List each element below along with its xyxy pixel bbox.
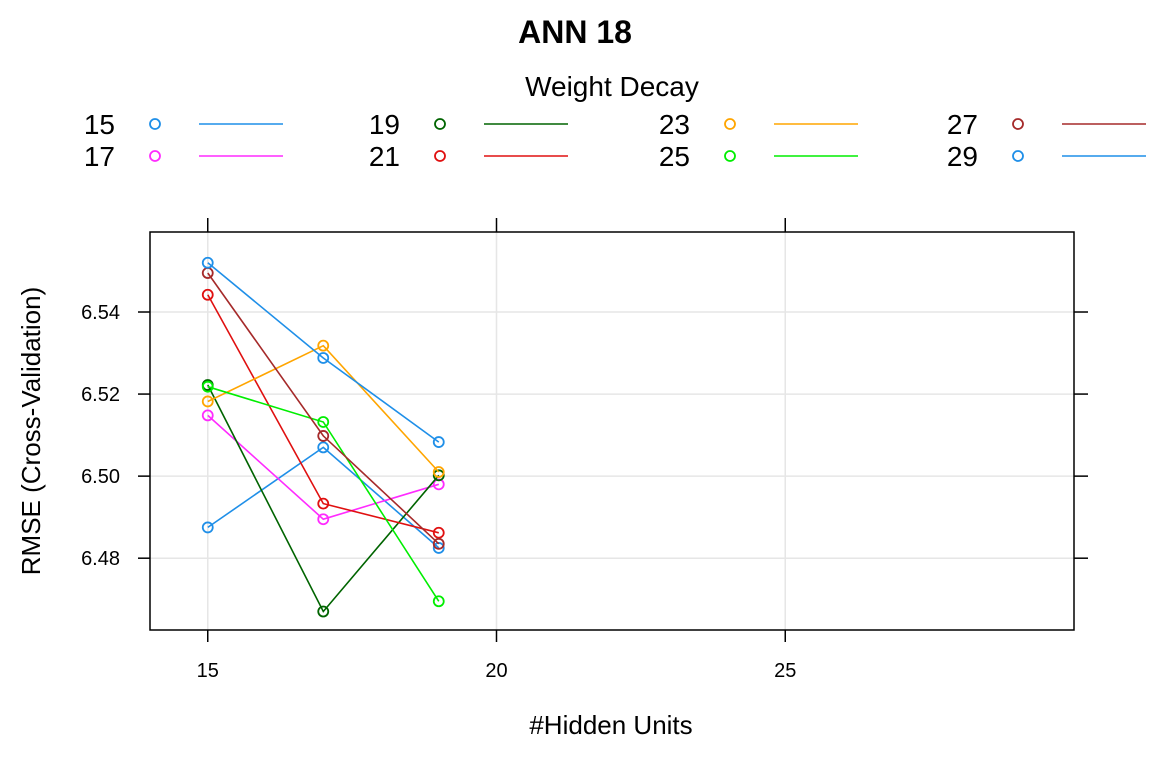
data-point (201, 256, 214, 269)
data-point (201, 409, 214, 422)
x-tick-label: 20 (485, 660, 507, 682)
legend-label: 19 (369, 109, 400, 140)
data-point (201, 395, 214, 408)
legend-marker (149, 118, 161, 130)
data-point (317, 513, 330, 526)
data-point (317, 339, 330, 352)
data-point (432, 526, 445, 539)
series-25 (201, 380, 445, 608)
y-axis-label: RMSE (Cross-Validation) (16, 287, 46, 575)
legend-label: 25 (659, 141, 690, 172)
y-tick-label: 6.50 (81, 466, 120, 488)
legend-item: 21 (369, 141, 568, 172)
series-line (207, 414, 440, 521)
data-point (432, 469, 445, 482)
series-29 (201, 256, 445, 448)
legend-marker (434, 150, 446, 162)
series-line (207, 272, 440, 545)
legend-item: 25 (659, 141, 858, 172)
data-point (432, 478, 445, 491)
data-point (432, 537, 445, 550)
legend-label: 17 (84, 141, 115, 172)
gridlines (150, 232, 1074, 630)
legend-marker (149, 150, 161, 162)
axis-ticks: 15 20 25 6.48 6.50 6.52 6.54 (81, 218, 1088, 682)
legend-marker (1012, 118, 1024, 130)
y-tick-label: 6.54 (81, 302, 120, 324)
legend-item: 17 (84, 141, 283, 172)
x-axis-label: #Hidden Units (529, 710, 692, 740)
series-line (207, 385, 440, 602)
legend-item: 29 (947, 141, 1146, 172)
legend-item: 27 (947, 109, 1146, 140)
legend-item: 15 (84, 109, 283, 140)
data-point (201, 288, 214, 301)
data-point (317, 441, 330, 454)
legend-marker (724, 118, 736, 130)
chart-title: ANN 18 (518, 14, 632, 50)
legend-marker (434, 118, 446, 130)
data-point (432, 436, 445, 448)
legend-label: 29 (947, 141, 978, 172)
series-line (207, 294, 439, 534)
x-tick-label: 25 (774, 660, 796, 682)
data-point (432, 595, 445, 608)
series-line (207, 344, 440, 473)
data-point (432, 466, 445, 478)
series-15 (201, 441, 445, 554)
data-point (201, 380, 214, 393)
y-tick-label: 6.52 (81, 384, 120, 406)
series-layer (201, 256, 445, 618)
series-line (207, 262, 440, 443)
series-line (207, 384, 440, 613)
x-tick-label: 15 (197, 660, 219, 682)
data-point (317, 416, 330, 428)
y-tick-label: 6.48 (81, 548, 120, 570)
data-point (317, 352, 330, 364)
data-point (201, 521, 214, 534)
legend-title: Weight Decay (525, 71, 699, 102)
legend-label: 23 (659, 109, 690, 140)
legend-label: 27 (947, 109, 978, 140)
series-21 (201, 288, 445, 539)
legend-label: 21 (369, 141, 400, 172)
legend-item: 23 (659, 109, 858, 140)
series-23 (201, 339, 445, 478)
data-point (317, 605, 330, 618)
legend-marker (1012, 150, 1024, 162)
plot-frame (149, 231, 1075, 631)
data-point (317, 430, 330, 442)
legend-item: 19 (369, 109, 568, 140)
series-27 (201, 267, 445, 550)
series-17 (201, 409, 445, 526)
series-line (207, 446, 440, 549)
legend-label: 15 (84, 109, 115, 140)
data-point (317, 497, 330, 510)
legend-marker (724, 150, 736, 162)
